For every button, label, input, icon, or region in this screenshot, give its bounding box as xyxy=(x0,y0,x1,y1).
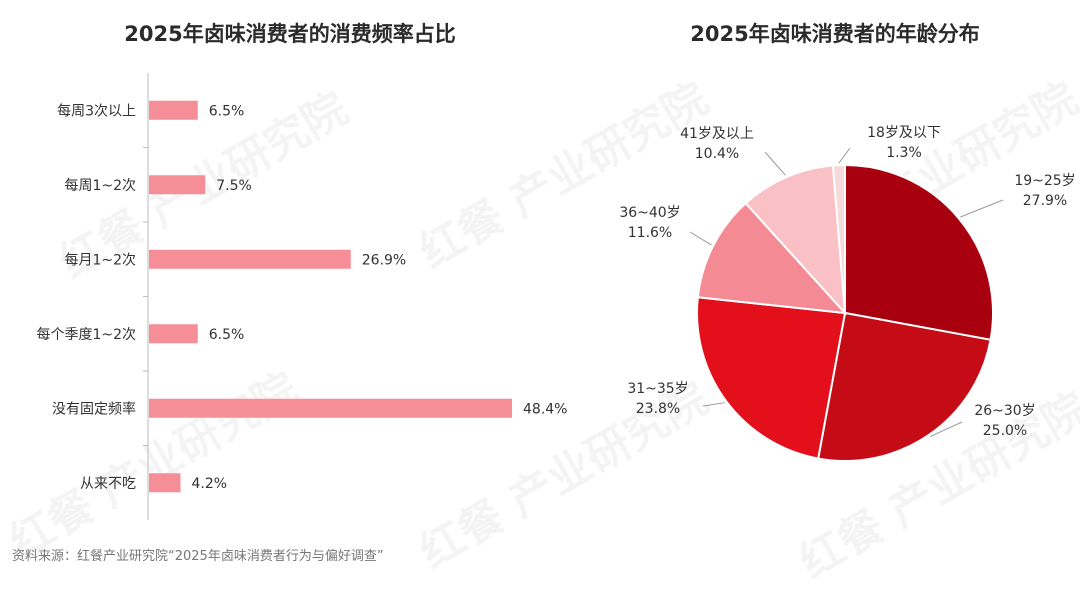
slice-label: 41岁及以上 xyxy=(680,126,754,142)
bar-value-label: 48.4% xyxy=(523,401,567,417)
bar-value-label: 4.2% xyxy=(192,476,228,492)
category-label: 每周1~2次 xyxy=(64,178,136,194)
slice-value-label: 1.3% xyxy=(886,145,922,161)
pie-chart: 19~25岁 27.9% 26~30岁 25.0% 31~35岁 23.8% 36~40岁 1… xyxy=(619,125,1076,462)
bar xyxy=(149,398,512,418)
pie-slice xyxy=(744,164,847,316)
bar-value-label: 6.5% xyxy=(209,327,245,343)
bar xyxy=(149,100,198,120)
slice-label: 31~35岁 xyxy=(627,381,688,397)
bar-chart: 每周3次以上 6.5% 每周1~2次 7.5% 每月1~2次 26.9% 每个季度1~2次 6… xyxy=(36,73,567,520)
bar-chart-title: 2025年卤味消费者的消费频率占比 xyxy=(124,22,456,46)
pie-slice xyxy=(844,163,994,341)
leader-line xyxy=(929,421,963,437)
slice-value-label: 11.6% xyxy=(628,225,672,241)
pie-chart-title: 2025年卤味消费者的年龄分布 xyxy=(690,22,980,46)
pie-slice xyxy=(817,311,992,462)
pie-slice xyxy=(696,201,848,315)
slice-label: 36~40岁 xyxy=(619,205,680,221)
slice-value-label: 25.0% xyxy=(983,423,1027,439)
slice-label: 19~25岁 xyxy=(1014,173,1075,189)
bar-value-label: 7.5% xyxy=(216,178,252,194)
slice-value-label: 23.8% xyxy=(636,401,680,417)
category-label: 从来不吃 xyxy=(80,476,136,492)
slice-value-label: 10.4% xyxy=(695,146,739,162)
bar xyxy=(149,324,198,344)
leader-line xyxy=(838,147,851,164)
bar xyxy=(149,249,351,269)
leader-line xyxy=(689,231,712,246)
pie-slice xyxy=(696,296,847,460)
category-label: 每个季度1~2次 xyxy=(36,327,136,343)
leader-line xyxy=(702,402,725,407)
slice-label: 18岁及以下 xyxy=(867,125,941,141)
bar xyxy=(149,175,206,195)
bar xyxy=(149,473,181,493)
category-label: 没有固定频率 xyxy=(52,400,136,417)
bar-value-label: 26.9% xyxy=(362,252,406,268)
slice-label: 26~30岁 xyxy=(974,403,1035,419)
leader-line xyxy=(764,151,786,176)
source-note: 资料来源：红餐产业研究院“2025年卤味消费者行为与偏好调查” xyxy=(12,549,384,564)
pie-slice xyxy=(831,163,846,314)
slice-value-label: 27.9% xyxy=(1023,193,1067,209)
category-label: 每月1~2次 xyxy=(64,252,136,268)
category-label: 每周3次以上 xyxy=(57,103,136,119)
bar-value-label: 6.5% xyxy=(209,103,245,119)
leader-line xyxy=(960,199,1004,218)
